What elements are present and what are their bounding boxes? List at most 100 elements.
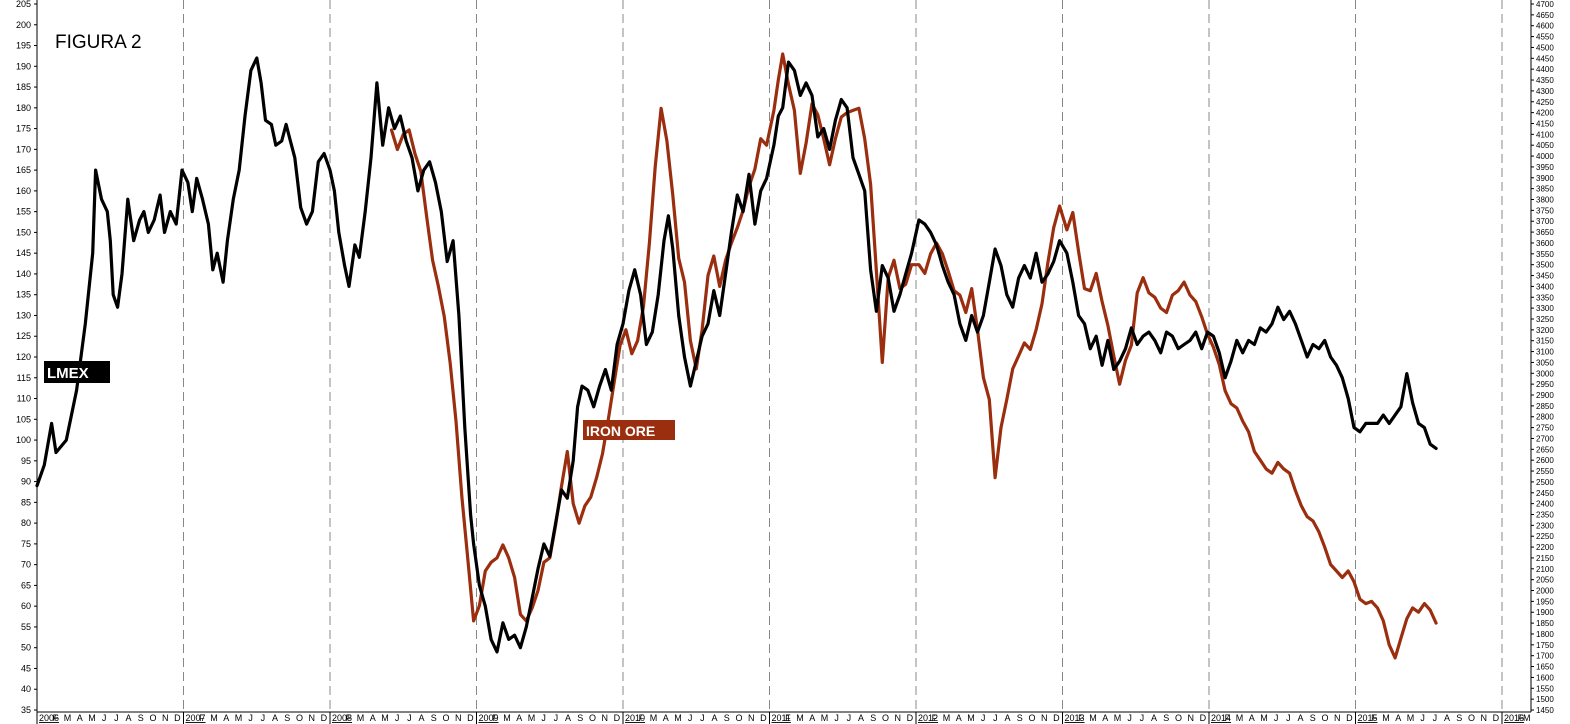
right-tick-label: 3050 xyxy=(1536,358,1554,367)
x-month-label: S xyxy=(1456,713,1462,723)
x-month-label: F xyxy=(1225,713,1231,723)
right-tick-label: 3600 xyxy=(1536,239,1554,248)
left-tick-label: 185 xyxy=(16,82,31,92)
x-month-label: A xyxy=(77,713,83,723)
right-tick-label: 2450 xyxy=(1536,489,1554,498)
x-month-label: S xyxy=(870,713,876,723)
right-tick-label: 2900 xyxy=(1536,391,1554,400)
left-tick-label: 180 xyxy=(16,103,31,113)
right-tick-label: 4050 xyxy=(1536,141,1554,150)
x-month-label: N xyxy=(748,713,755,723)
x-month-label: A xyxy=(809,713,815,723)
x-month-label: F xyxy=(492,713,498,723)
right-tick-label: 2500 xyxy=(1536,478,1554,487)
x-month-label: M xyxy=(821,713,829,723)
left-tick-label: 45 xyxy=(21,663,31,673)
iron-ore-label-text: IRON ORE xyxy=(586,423,655,439)
x-month-label: A xyxy=(1102,713,1108,723)
x-month-label: A xyxy=(1444,713,1450,723)
right-tick-label: 2600 xyxy=(1536,456,1554,465)
left-y-axis: 35 40 45 50 55 60 65 70 75 80 85 90 95 100 105 110 115 12… xyxy=(16,0,37,715)
left-tick-label: 155 xyxy=(16,207,31,217)
right-tick-label: 3700 xyxy=(1536,217,1554,226)
left-tick-label: 110 xyxy=(17,394,31,404)
x-month-label: O xyxy=(149,713,156,723)
left-tick-label: 150 xyxy=(16,227,31,237)
x-month-label: A xyxy=(370,713,376,723)
x-month-label: M xyxy=(357,713,365,723)
left-tick-label: 130 xyxy=(16,310,31,320)
right-tick-label: 1650 xyxy=(1536,663,1554,672)
x-trailing-label: M xyxy=(1523,713,1531,723)
iron-ore-label: IRON ORE xyxy=(583,420,675,440)
x-month-label: N xyxy=(455,713,462,723)
x-month-label: J xyxy=(1140,713,1145,723)
right-tick-label: 2150 xyxy=(1536,554,1554,563)
left-tick-label: 205 xyxy=(16,0,31,9)
x-month-label: M xyxy=(1407,713,1415,723)
x-month-label: A xyxy=(1395,713,1401,723)
x-month-label: A xyxy=(858,713,864,723)
x-month-label: D xyxy=(614,713,621,723)
x-month-label: M xyxy=(674,713,682,723)
right-tick-label: 4500 xyxy=(1536,43,1554,52)
x-month-label: F xyxy=(785,713,791,723)
right-tick-label: 1800 xyxy=(1536,630,1554,639)
left-tick-label: 115 xyxy=(17,373,31,383)
left-tick-label: 190 xyxy=(16,61,31,71)
right-tick-label: 2950 xyxy=(1536,380,1554,389)
x-month-label: O xyxy=(735,713,742,723)
x-month-label: O xyxy=(589,713,596,723)
lmex-label-text: LMEX xyxy=(47,365,89,382)
x-month-label: M xyxy=(967,713,975,723)
right-tick-label: 1600 xyxy=(1536,673,1554,682)
x-year-label: 2007 xyxy=(186,713,206,723)
x-month-label: M xyxy=(1260,713,1268,723)
x-month-label: D xyxy=(907,713,914,723)
iron-ore-series-line xyxy=(389,52,1438,660)
lmex-label: LMEX xyxy=(44,361,110,383)
x-year-label: 2014 xyxy=(1211,713,1231,723)
left-tick-label: 75 xyxy=(21,539,31,549)
x-month-label: S xyxy=(1163,713,1169,723)
right-tick-label: 1900 xyxy=(1536,608,1554,617)
x-month-label: J xyxy=(1420,713,1425,723)
x-month-label: S xyxy=(577,713,583,723)
right-tick-label: 3550 xyxy=(1536,250,1554,259)
x-month-label: N xyxy=(1480,713,1487,723)
x-month-label: S xyxy=(138,713,144,723)
x-month-label: D xyxy=(467,713,474,723)
left-tick-label: 70 xyxy=(21,560,31,570)
x-month-label: J xyxy=(981,713,986,723)
x-month-label: N xyxy=(1041,713,1048,723)
right-tick-label: 1750 xyxy=(1536,641,1554,650)
x-month-label: O xyxy=(442,713,449,723)
right-tick-label: 4300 xyxy=(1536,87,1554,96)
x-month-label: F xyxy=(932,713,938,723)
x-year-label: 2009 xyxy=(479,713,499,723)
left-tick-label: 140 xyxy=(16,269,31,279)
x-month-label: A xyxy=(1151,713,1157,723)
x-month-label: N xyxy=(162,713,169,723)
left-tick-label: 35 xyxy=(21,705,31,715)
x-month-label: J xyxy=(102,713,107,723)
x-month-label: A xyxy=(956,713,962,723)
x-month-label: M xyxy=(381,713,389,723)
right-tick-label: 2650 xyxy=(1536,445,1554,454)
left-tick-label: 165 xyxy=(16,165,31,175)
x-month-label: O xyxy=(1468,713,1475,723)
x-month-label: O xyxy=(1028,713,1035,723)
left-tick-label: 135 xyxy=(16,290,31,300)
x-month-label: D xyxy=(1346,713,1353,723)
left-tick-label: 160 xyxy=(16,186,31,196)
x-month-label: M xyxy=(210,713,218,723)
right-tick-label: 2200 xyxy=(1536,543,1554,552)
right-tick-label: 3300 xyxy=(1536,304,1554,313)
x-month-label: O xyxy=(882,713,889,723)
x-year-label: 2006 xyxy=(39,713,59,723)
x-month-label: M xyxy=(64,713,72,723)
x-month-label: J xyxy=(248,713,253,723)
right-tick-label: 2550 xyxy=(1536,467,1554,476)
series-layer xyxy=(35,52,1438,660)
